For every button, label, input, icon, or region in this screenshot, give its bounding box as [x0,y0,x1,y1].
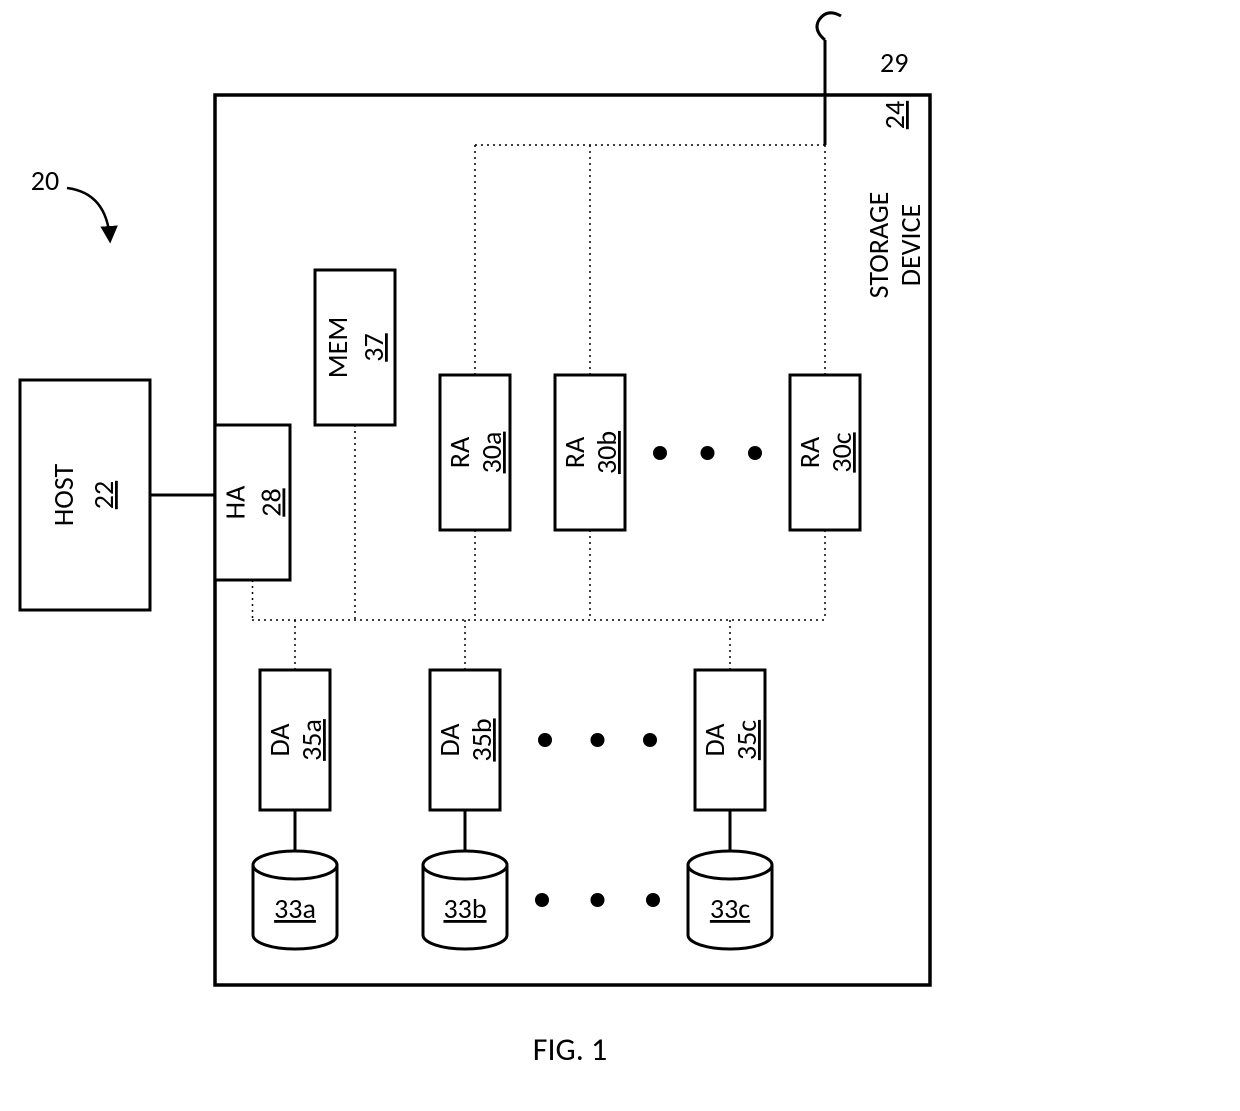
disk-2: 33c [688,851,772,949]
host-label: HOST [46,463,81,526]
ra-ref-0: 30a [474,432,509,474]
storage-title-2: DEVICE [893,204,928,286]
storage-title-1: STORAGE [861,192,896,299]
da-ref-1: 35b [464,718,499,761]
da-label-group-2: DA35c [697,720,764,760]
figure-caption: FIG. 1 [533,1030,607,1069]
external-squiggle [817,13,841,40]
host-box [20,380,150,610]
da-ellipsis-0 [538,733,552,747]
storage-device-box [215,95,930,985]
ra-label-2: RA [792,436,827,468]
diagram-canvas: STORAGEDEVICE24HOST22HA28MEM37RA30aRA30b… [0,0,1240,1111]
ra-ellipsis-0 [653,446,667,460]
system-ref-arrow [67,188,110,240]
disk-2-ref: 33c [710,891,750,926]
ha-ref: 28 [254,488,289,516]
ha-label-group: HA28 [218,485,289,519]
disk-1-ref: 33b [443,891,486,926]
ra-ref-1: 30b [589,431,624,474]
ra-label-group-2: RA30c [792,432,859,472]
ra-label-0: RA [442,436,477,468]
da-ellipsis-2 [643,733,657,747]
da-label-group-1: DA35b [432,718,499,761]
system-ref: 20 [31,163,59,198]
da-ellipsis-1 [591,733,605,747]
disk-ellipsis-0 [535,893,549,907]
da-label-0: DA [262,723,297,757]
da-label-2: DA [697,723,732,757]
ra-ellipsis-2 [748,446,762,460]
ha-label: HA [218,485,253,519]
ra-label-group-1: RA30b [557,431,624,474]
mem-ref: 37 [356,333,391,361]
da-label-1: DA [432,723,467,757]
disk-0: 33a [253,851,337,949]
ra-label-group-0: RA30a [442,432,509,474]
disk-ellipsis-2 [646,893,660,907]
ra-ref-2: 30c [824,432,859,472]
da-ref-0: 35a [294,719,329,761]
storage-ref: 24 [877,101,912,129]
da-ref-2: 35c [729,720,764,760]
disk-ellipsis-1 [591,893,605,907]
mem-label: MEM [320,317,355,379]
host-ref: 22 [86,481,121,509]
disk-1: 33b [423,851,507,949]
ra-label-1: RA [557,436,592,468]
external-ref: 29 [880,45,908,80]
da-label-group-0: DA35a [262,719,329,761]
ra-ellipsis-1 [701,446,715,460]
disk-0-ref: 33a [274,891,316,926]
